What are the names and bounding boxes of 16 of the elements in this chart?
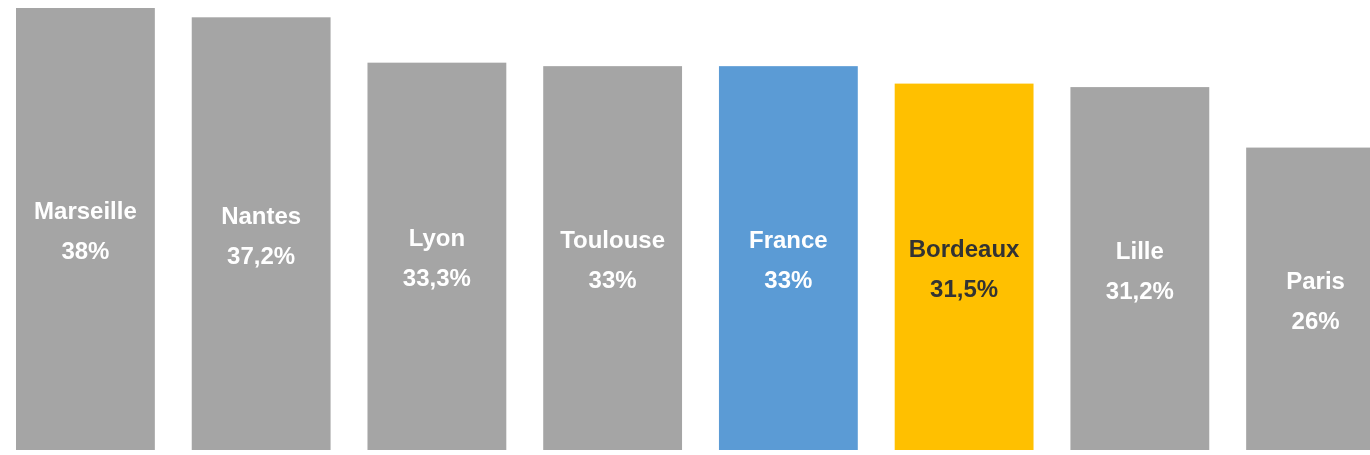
x-tick-label: Lille: [1115, 236, 1164, 264]
x-tick-label: Toulouse: [560, 226, 666, 254]
x-tick-label: Nantes: [221, 201, 302, 229]
x-tick-label: Marseille: [34, 197, 137, 224]
data-label: 33%: [588, 266, 637, 294]
x-tick-label: Paris: [1286, 266, 1345, 294]
data-label: 31,5%: [930, 274, 999, 302]
data-label: 38%: [61, 237, 110, 264]
data-label: 33,3%: [402, 264, 471, 292]
data-label: 33%: [764, 266, 813, 294]
x-tick-label: Bordeaux: [908, 234, 1021, 262]
x-tick-label: France: [749, 226, 828, 254]
data-label: 31,2%: [1105, 276, 1174, 304]
x-tick-label: Lyon: [408, 224, 466, 252]
data-label: 26%: [1291, 306, 1340, 334]
data-label: 37,2%: [227, 241, 296, 269]
